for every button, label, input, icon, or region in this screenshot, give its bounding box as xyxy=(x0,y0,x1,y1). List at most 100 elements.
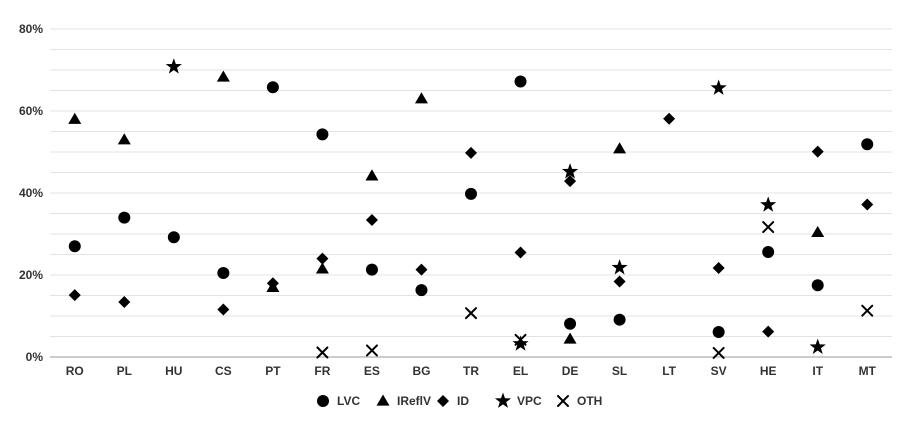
point-lvc-pl xyxy=(118,211,131,224)
point-oth-he xyxy=(762,221,775,234)
point-id-cs xyxy=(217,303,230,316)
series-lvc xyxy=(68,75,874,338)
legend-item-ireflv: IReflV xyxy=(376,394,431,408)
y-axis: 0% 20% 40% 60% 80% xyxy=(19,22,43,364)
point-id-mt xyxy=(861,198,874,211)
point-oth-fr xyxy=(316,346,329,359)
x-tick-label: HU xyxy=(165,364,182,378)
legend-label: VPC xyxy=(517,394,542,408)
x-tick-label: DE xyxy=(562,364,579,378)
x-tick-label: CS xyxy=(215,364,232,378)
x-tick-label: PT xyxy=(265,364,281,378)
point-oth-sv xyxy=(712,346,725,359)
point-lvc-fr xyxy=(316,128,329,141)
point-lvc-ro xyxy=(68,240,81,253)
y-tick-label: 20% xyxy=(19,268,43,282)
point-lvc-tr xyxy=(465,187,477,200)
point-vpc-el xyxy=(512,335,529,351)
point-lvc-mt xyxy=(861,138,874,151)
point-lvc-hu xyxy=(167,231,180,244)
legend-label: ID xyxy=(457,394,469,408)
point-lvc-bg xyxy=(415,284,428,297)
point-ireflv-cs xyxy=(216,70,230,82)
point-ireflv-it xyxy=(811,225,825,238)
point-id-bg xyxy=(415,263,428,276)
point-id-ro xyxy=(68,289,81,302)
x-tick-label: ES xyxy=(364,364,380,378)
point-ireflv-de xyxy=(563,332,577,344)
point-oth-es xyxy=(365,344,378,357)
legend-item-vpc: VPC xyxy=(494,392,542,408)
legend-label: IReflV xyxy=(397,394,431,408)
legend-item-lvc: LVC xyxy=(317,394,360,408)
legend-marker-vpc xyxy=(494,392,512,408)
point-lvc-cs xyxy=(217,266,230,279)
y-tick-label: 0% xyxy=(26,350,44,364)
series-id xyxy=(68,112,874,338)
gridlines xyxy=(50,28,892,358)
point-oth-el xyxy=(514,333,527,346)
point-lvc-sl xyxy=(613,313,626,326)
x-tick-label: MT xyxy=(859,364,877,378)
x-tick-label: BG xyxy=(412,364,430,378)
point-lvc-it xyxy=(811,279,824,292)
point-vpc-hu xyxy=(165,58,182,74)
point-id-sv xyxy=(712,262,725,275)
point-ireflv-ro xyxy=(68,112,82,124)
legend-item-oth: OTH xyxy=(557,394,602,408)
point-lvc-de xyxy=(564,317,577,330)
point-vpc-de xyxy=(561,163,579,179)
point-ireflv-sl xyxy=(613,142,627,154)
point-id-he xyxy=(762,325,775,338)
point-id-pl xyxy=(118,296,131,309)
point-id-it xyxy=(811,145,824,158)
point-lvc-sv xyxy=(712,325,725,338)
x-tick-label: EL xyxy=(513,364,528,378)
series-oth xyxy=(316,221,874,359)
point-ireflv-pl xyxy=(117,133,131,145)
point-id-es xyxy=(365,214,378,227)
y-tick-label: 80% xyxy=(19,22,43,36)
x-tick-label: RO xyxy=(66,364,84,378)
point-vpc-sv xyxy=(710,79,727,95)
point-id-lt xyxy=(663,112,676,125)
legend: LVC IReflV ID VPC OTH xyxy=(317,392,602,408)
legend-label: LVC xyxy=(337,394,360,408)
legend-marker-oth xyxy=(557,395,569,407)
x-axis: RO PL HU CS PT FR ES BG TR EL DE SL LT SV HE IT MT xyxy=(66,364,877,378)
point-id-el xyxy=(514,246,527,259)
data-points xyxy=(68,58,874,359)
legend-marker-ireflv xyxy=(376,394,390,406)
point-lvc-pt xyxy=(266,81,279,94)
point-id-sl xyxy=(613,275,626,288)
point-id-de xyxy=(564,175,577,188)
x-tick-label: HE xyxy=(760,364,777,378)
point-ireflv-bg xyxy=(414,92,428,104)
x-tick-label: FR xyxy=(314,364,330,378)
point-vpc-it xyxy=(809,338,826,355)
y-tick-label: 40% xyxy=(19,186,43,200)
point-id-fr xyxy=(316,252,329,265)
legend-marker-id xyxy=(437,395,449,407)
series-vpc xyxy=(165,58,826,355)
point-id-tr xyxy=(465,146,477,159)
x-tick-label: SV xyxy=(711,364,727,378)
point-oth-tr xyxy=(465,307,477,320)
legend-item-id: ID xyxy=(437,394,469,408)
x-tick-label: PL xyxy=(117,364,132,378)
point-ireflv-es xyxy=(365,169,379,181)
point-vpc-he xyxy=(760,196,777,212)
point-lvc-es xyxy=(365,263,378,276)
y-tick-label: 60% xyxy=(19,104,43,118)
point-lvc-he xyxy=(762,246,775,259)
x-tick-label: SL xyxy=(612,364,627,378)
point-lvc-el xyxy=(514,75,527,88)
point-ireflv-fr xyxy=(315,262,329,274)
legend-label: OTH xyxy=(577,394,602,408)
point-id-pt xyxy=(266,277,279,290)
point-vpc-sl xyxy=(611,259,628,275)
x-tick-label: IT xyxy=(812,364,823,378)
point-oth-mt xyxy=(861,304,874,317)
legend-marker-lvc xyxy=(317,395,329,407)
